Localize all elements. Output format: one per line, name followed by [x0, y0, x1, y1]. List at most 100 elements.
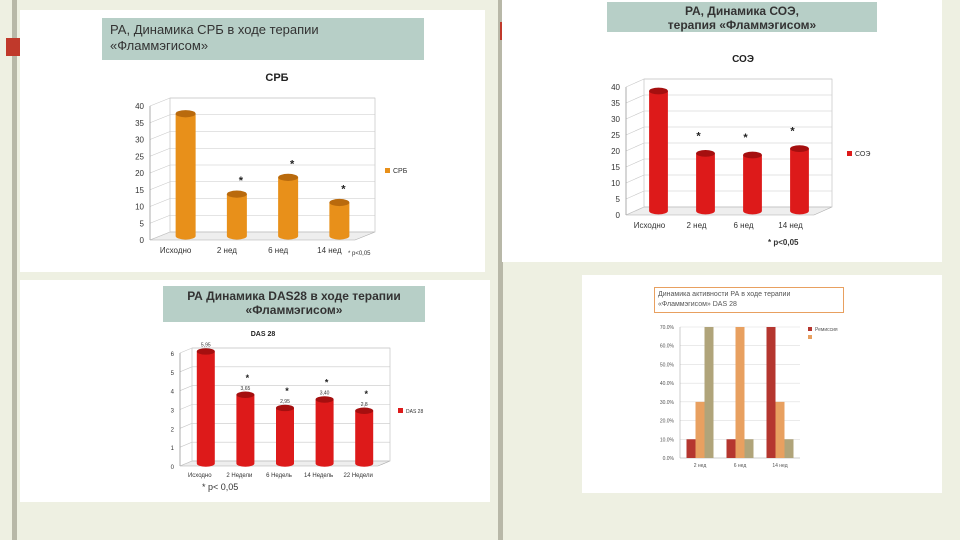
- chart2-bar: [355, 407, 374, 467]
- crp-header: РА, Динамика СРБ в ходе терапии «Фламмэг…: [102, 18, 424, 60]
- chart3-bar: [775, 401, 785, 458]
- esr-panel: РА, Динамика СОЭ, терапия «Фламмэгисом» …: [502, 0, 942, 262]
- chart1-x-tick-label: 2 нед: [686, 221, 706, 230]
- das28-footnote: * p< 0,05: [202, 482, 239, 492]
- chart0-significance-mark: *: [239, 175, 244, 187]
- chart3-y-tick-label: 50.0%: [660, 362, 675, 368]
- chart0-y-tick-label: 15: [135, 186, 144, 195]
- chart1-y-tick-label: 40: [611, 83, 620, 92]
- das28-header-line2: «Фламмэгисом»: [245, 303, 343, 317]
- chart1-bar: [790, 145, 809, 215]
- chart3-y-tick-label: 70.0%: [660, 325, 675, 331]
- chart2-data-label: 3,40: [320, 390, 330, 396]
- chart3-bar: [695, 401, 705, 458]
- chart0-significance-mark: *: [341, 184, 346, 196]
- chart2-x-tick-label: Исходно: [188, 473, 212, 479]
- activity-header-line2: «Фламмэгисом» DAS 28: [658, 301, 737, 308]
- crp-header-line1: РА, Динамика СРБ в ходе терапии: [110, 22, 319, 37]
- activity-panel: Динамика активности РА в ходе терапии «Ф…: [582, 275, 942, 493]
- chart2-x-tick-label: 22 Недели: [344, 473, 373, 479]
- das28-header: РА Динамика DAS28 в ходе терапии «Фламмэ…: [163, 286, 425, 322]
- chart1-gridline: [625, 142, 832, 152]
- chart0-footnote: * p<0,05: [348, 251, 371, 257]
- chart2-y-tick-label: 2: [171, 427, 175, 433]
- chart1-y-tick-label: 10: [611, 179, 620, 188]
- chart1-y-tick-label: 5: [616, 195, 621, 204]
- chart0-y-tick-label: 30: [135, 136, 144, 145]
- chart0-y-tick-label: 25: [135, 152, 144, 161]
- chart0-significance-mark: *: [290, 158, 295, 170]
- chart3-y-tick-label: 60.0%: [660, 344, 675, 350]
- chart0-bar: [175, 110, 196, 240]
- chart1-y-tick-label: 30: [611, 115, 620, 124]
- chart3-bar: [726, 439, 736, 458]
- esr-header-line1: РА, Динамика СОЭ,: [685, 4, 799, 18]
- das28-header-line1: РА Динамика DAS28 в ходе терапии: [187, 289, 401, 303]
- chart2-bar: [276, 404, 294, 467]
- chart1-gridline: [625, 158, 832, 168]
- chart1-x-tick-label: 6 нед: [733, 221, 753, 230]
- chart1-bar: [743, 151, 762, 215]
- chart2-legend-swatch: [398, 408, 403, 413]
- chart2-gridline: [179, 347, 390, 354]
- crp-panel: РА, Динамика СРБ в ходе терапии «Фламмэг…: [20, 10, 485, 272]
- chart2-data-label: 3,65: [241, 386, 251, 392]
- chart1-y-tick-label: 15: [611, 163, 620, 172]
- chart3-y-tick-label: 10.0%: [660, 437, 675, 443]
- das28-chart: 0 1 2 3 4 5 6 Исходно 5,95 2 Недели 3,65 * 6 Недель 2…: [171, 331, 424, 479]
- chart2-significance-mark: *: [246, 373, 250, 383]
- chart2-gridline: [179, 366, 390, 373]
- chart1-y-tick-label: 0: [616, 211, 621, 220]
- das28-panel: РА Динамика DAS28 в ходе терапии «Фламмэ…: [20, 280, 490, 502]
- chart3-legend-swatch: [808, 327, 812, 331]
- chart1-y-tick-label: 35: [611, 99, 620, 108]
- chart1-gridline: [625, 190, 832, 200]
- chart2-y-tick-label: 0: [171, 465, 175, 471]
- chart3-y-tick-label: 40.0%: [660, 381, 675, 387]
- chart0-y-tick-label: 5: [140, 219, 145, 228]
- chart0-x-tick-label: 2 нед: [217, 246, 237, 255]
- chart1-gridline: [625, 174, 832, 184]
- chart0-gridline: [149, 214, 375, 224]
- chart2-y-tick-label: 5: [171, 371, 175, 377]
- chart3-y-tick-label: 20.0%: [660, 419, 675, 425]
- slide-middle-stripe: [498, 0, 503, 540]
- activity-header-line1: Динамика активности РА в ходе терапии: [658, 291, 791, 298]
- chart1-y-tick-label: 25: [611, 131, 620, 140]
- chart0-gridline: [149, 198, 375, 207]
- crp-header-line2: «Фламмэгисом»: [110, 38, 209, 53]
- chart3-y-tick-label: 30.0%: [660, 400, 675, 406]
- chart2-y-tick-label: 4: [171, 390, 175, 396]
- chart0-gridline: [149, 231, 375, 241]
- chart0-bar: [226, 190, 247, 240]
- chart1-x-tick-label: 14 нед: [778, 221, 803, 230]
- chart2-significance-mark: *: [325, 377, 329, 387]
- chart2-data-label: 2,8: [361, 402, 368, 408]
- chart3-bar: [735, 327, 745, 458]
- chart3-x-tick-label: 6 нед: [734, 463, 747, 469]
- chart0-x-tick-label: 14 нед: [317, 246, 342, 255]
- chart1-legend-swatch: [847, 151, 852, 156]
- chart3-x-tick-label: 14 нед: [772, 463, 787, 469]
- chart2-title: DAS 28: [251, 331, 276, 338]
- chart0-bar: [278, 173, 299, 240]
- chart3-bar: [784, 439, 794, 458]
- chart2-x-tick-label: 6 Недель: [266, 473, 292, 479]
- chart1-gridline: [625, 78, 832, 88]
- chart0-gridline: [149, 97, 375, 107]
- chart2-y-tick-label: 6: [171, 352, 175, 358]
- chart2-bar: [196, 348, 215, 467]
- chart0-y-tick-label: 35: [135, 119, 144, 128]
- chart2-significance-mark: *: [285, 386, 289, 396]
- chart3-legend-label: Ремиссия: [815, 327, 838, 333]
- chart0-y-tick-label: 10: [135, 203, 144, 212]
- chart3-bar: [766, 327, 776, 458]
- chart1-bar: [696, 150, 715, 215]
- chart1-title: СОЭ: [732, 54, 754, 65]
- chart1-significance-mark: *: [790, 126, 795, 138]
- activity-header: Динамика активности РА в ходе терапии «Ф…: [654, 287, 844, 313]
- chart2-bar: [236, 391, 255, 467]
- esr-header-line2: терапия «Фламмэгисом»: [667, 18, 817, 32]
- esr-footnote: * p<0,05: [768, 238, 799, 247]
- chart1-significance-mark: *: [743, 132, 748, 144]
